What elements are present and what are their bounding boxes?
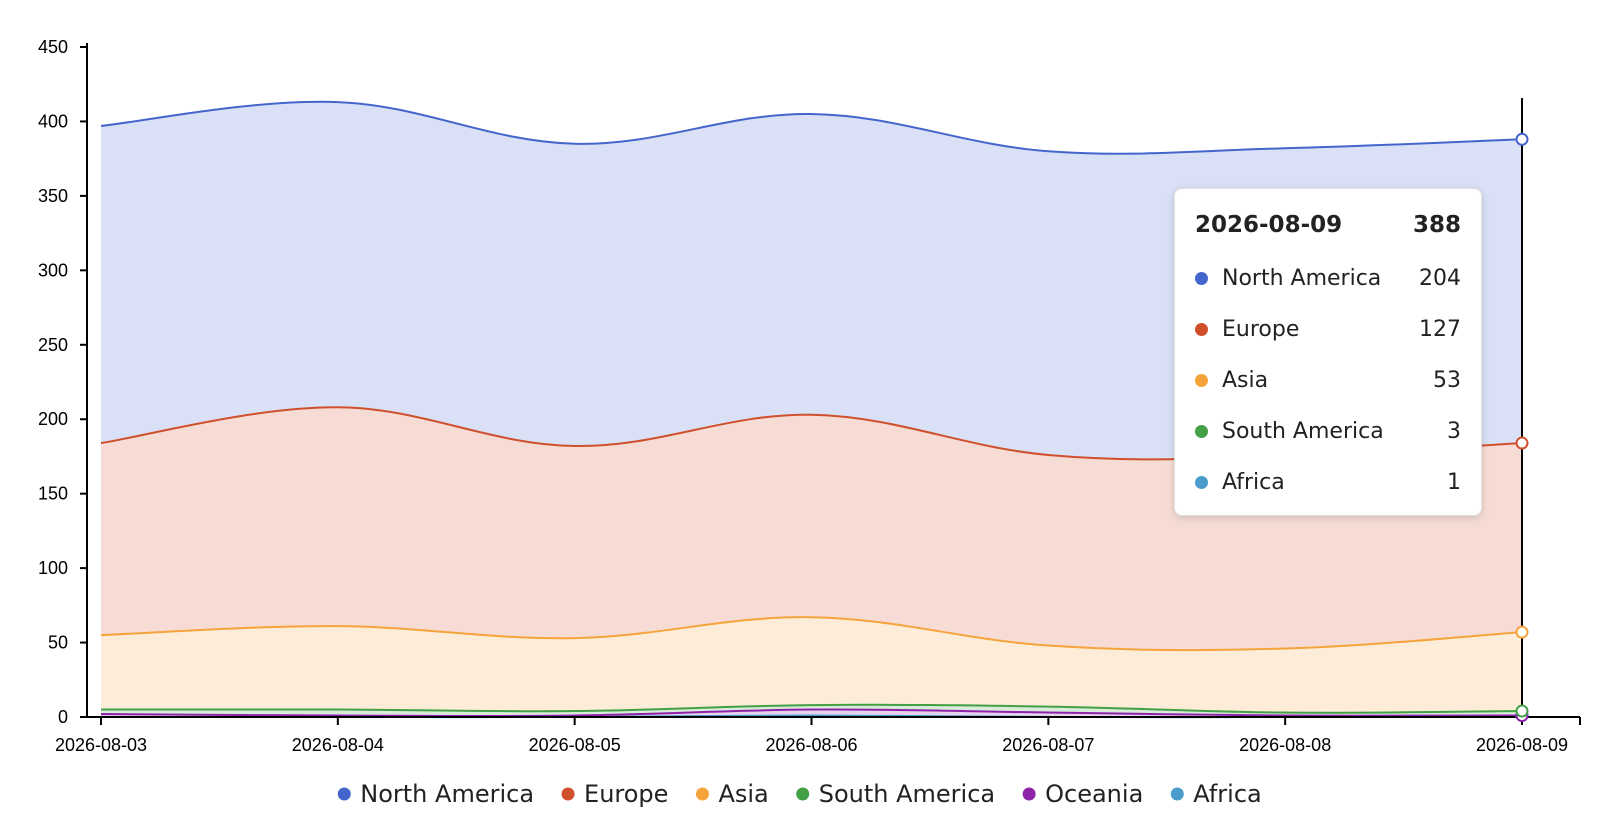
x-tick-label: 2026-08-06 [765, 735, 857, 755]
area-asia [101, 617, 1522, 713]
tooltip-row-name: Asia [1222, 368, 1269, 393]
tooltip-row: North America 204 [1195, 253, 1461, 304]
x-tick-label: 2026-08-03 [55, 735, 147, 755]
y-tick-label: 250 [38, 335, 68, 355]
tooltip-row: Africa 1 [1195, 457, 1461, 508]
line-north-america [100, 100, 1523, 155]
area-layer [101, 101, 1522, 718]
y-tick-label: 100 [38, 558, 68, 578]
y-tick-label: 200 [38, 409, 68, 429]
legend: North America Europe Asia South America Ocea… [337, 780, 1262, 808]
y-tick-label: 450 [38, 37, 68, 57]
hover-marker-north-america [1515, 132, 1529, 146]
legend-label-europe: Europe [584, 780, 668, 808]
tooltip-row-name: North America [1222, 266, 1382, 291]
tooltip-row-value: 53 [1433, 368, 1461, 393]
y-tick-label: 150 [38, 484, 68, 504]
x-tick-label: 2026-08-08 [1239, 735, 1331, 755]
tooltip-row-value: 3 [1447, 419, 1461, 444]
hover-marker-europe [1515, 436, 1529, 450]
series-dot-icon [1195, 272, 1208, 285]
series-dot-icon [1195, 476, 1208, 489]
legend-dot-icon [1170, 787, 1184, 801]
tooltip-total: 388 [1412, 212, 1461, 238]
tooltip-row-name: Europe [1222, 317, 1300, 342]
legend-dot-icon [337, 787, 351, 801]
axes: 0 50 100 150 200 250 300 350 400 450 2026-08-03 202… [38, 37, 1581, 755]
line-oceania [100, 708, 1523, 718]
legend-dot-icon [796, 787, 810, 801]
y-tick-label: 50 [48, 633, 68, 653]
line-asia [100, 616, 1523, 652]
hover-marker-south-america [1515, 704, 1529, 718]
y-tick-label: 300 [38, 260, 68, 280]
y-tick-label: 350 [38, 186, 68, 206]
area-europe [101, 407, 1522, 651]
tooltip-row: Europe 127 [1195, 304, 1461, 355]
legend-label-south-america: South America [819, 780, 995, 808]
line-south-america [100, 703, 1523, 714]
series-dot-icon [1195, 425, 1208, 438]
series-dot-icon [1195, 374, 1208, 387]
x-tick-label: 2026-08-05 [529, 735, 621, 755]
tooltip-header: 2026-08-09 388 [1195, 205, 1461, 245]
tooltip-row-value: 1 [1447, 470, 1461, 495]
y-tick-label: 0 [58, 707, 68, 727]
y-tick-label: 400 [38, 111, 68, 131]
legend-label-oceania: Oceania [1045, 780, 1143, 808]
legend-dot-icon [1022, 787, 1036, 801]
x-tick-label: 2026-08-07 [1002, 735, 1094, 755]
legend-dot-icon [695, 787, 709, 801]
tooltip: 2026-08-09 388 North America 204 Europe … [1174, 188, 1482, 516]
hover-layer [1515, 98, 1529, 723]
tooltip-row-name: Africa [1222, 470, 1285, 495]
tooltip-row: South America 3 [1195, 406, 1461, 457]
hover-marker-asia [1515, 625, 1529, 639]
legend-label-north-america: North America [360, 780, 534, 808]
tooltip-row: Asia 53 [1195, 355, 1461, 406]
legend-dot-icon [561, 787, 575, 801]
x-tick-label: 2026-08-09 [1476, 735, 1568, 755]
series-dot-icon [1195, 323, 1208, 336]
tooltip-row-value: 204 [1419, 266, 1461, 291]
legend-label-africa: Africa [1193, 780, 1261, 808]
tooltip-row-value: 127 [1419, 317, 1461, 342]
tooltip-row-name: South America [1222, 419, 1384, 444]
legend-label-asia: Asia [718, 780, 768, 808]
x-tick-label: 2026-08-04 [292, 735, 384, 755]
area-north-america [101, 101, 1522, 460]
tooltip-date: 2026-08-09 [1195, 212, 1343, 238]
area-oceania [101, 709, 1522, 718]
